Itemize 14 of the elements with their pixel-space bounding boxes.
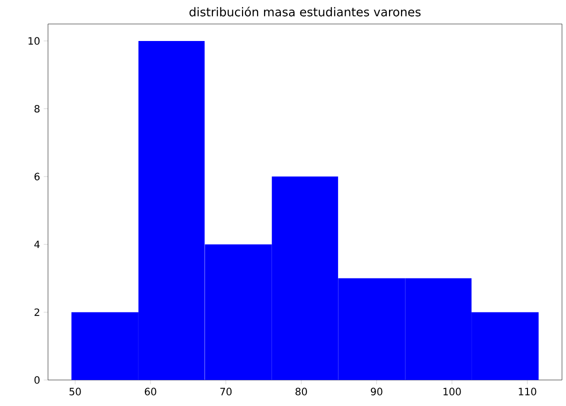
- x-tick-label: 80: [296, 388, 307, 396]
- x-tick-label: 90: [370, 388, 382, 396]
- x-tick-label: 100: [444, 388, 461, 396]
- y-tick-label: 2: [34, 308, 40, 316]
- x-tick-label: 60: [144, 388, 156, 396]
- y-tick-label: 8: [34, 104, 40, 113]
- y-tick-label: 4: [34, 240, 40, 248]
- y-tick-label: 6: [34, 172, 40, 180]
- y-tick-label: 0: [34, 376, 40, 384]
- chart-title: distribución masa estudiantes varones: [190, 6, 421, 16]
- x-tick-label: 50: [70, 388, 81, 396]
- y-tick-label: 10: [28, 37, 40, 45]
- x-tick-label: 110: [518, 388, 536, 396]
- x-tick-label: 70: [220, 388, 232, 396]
